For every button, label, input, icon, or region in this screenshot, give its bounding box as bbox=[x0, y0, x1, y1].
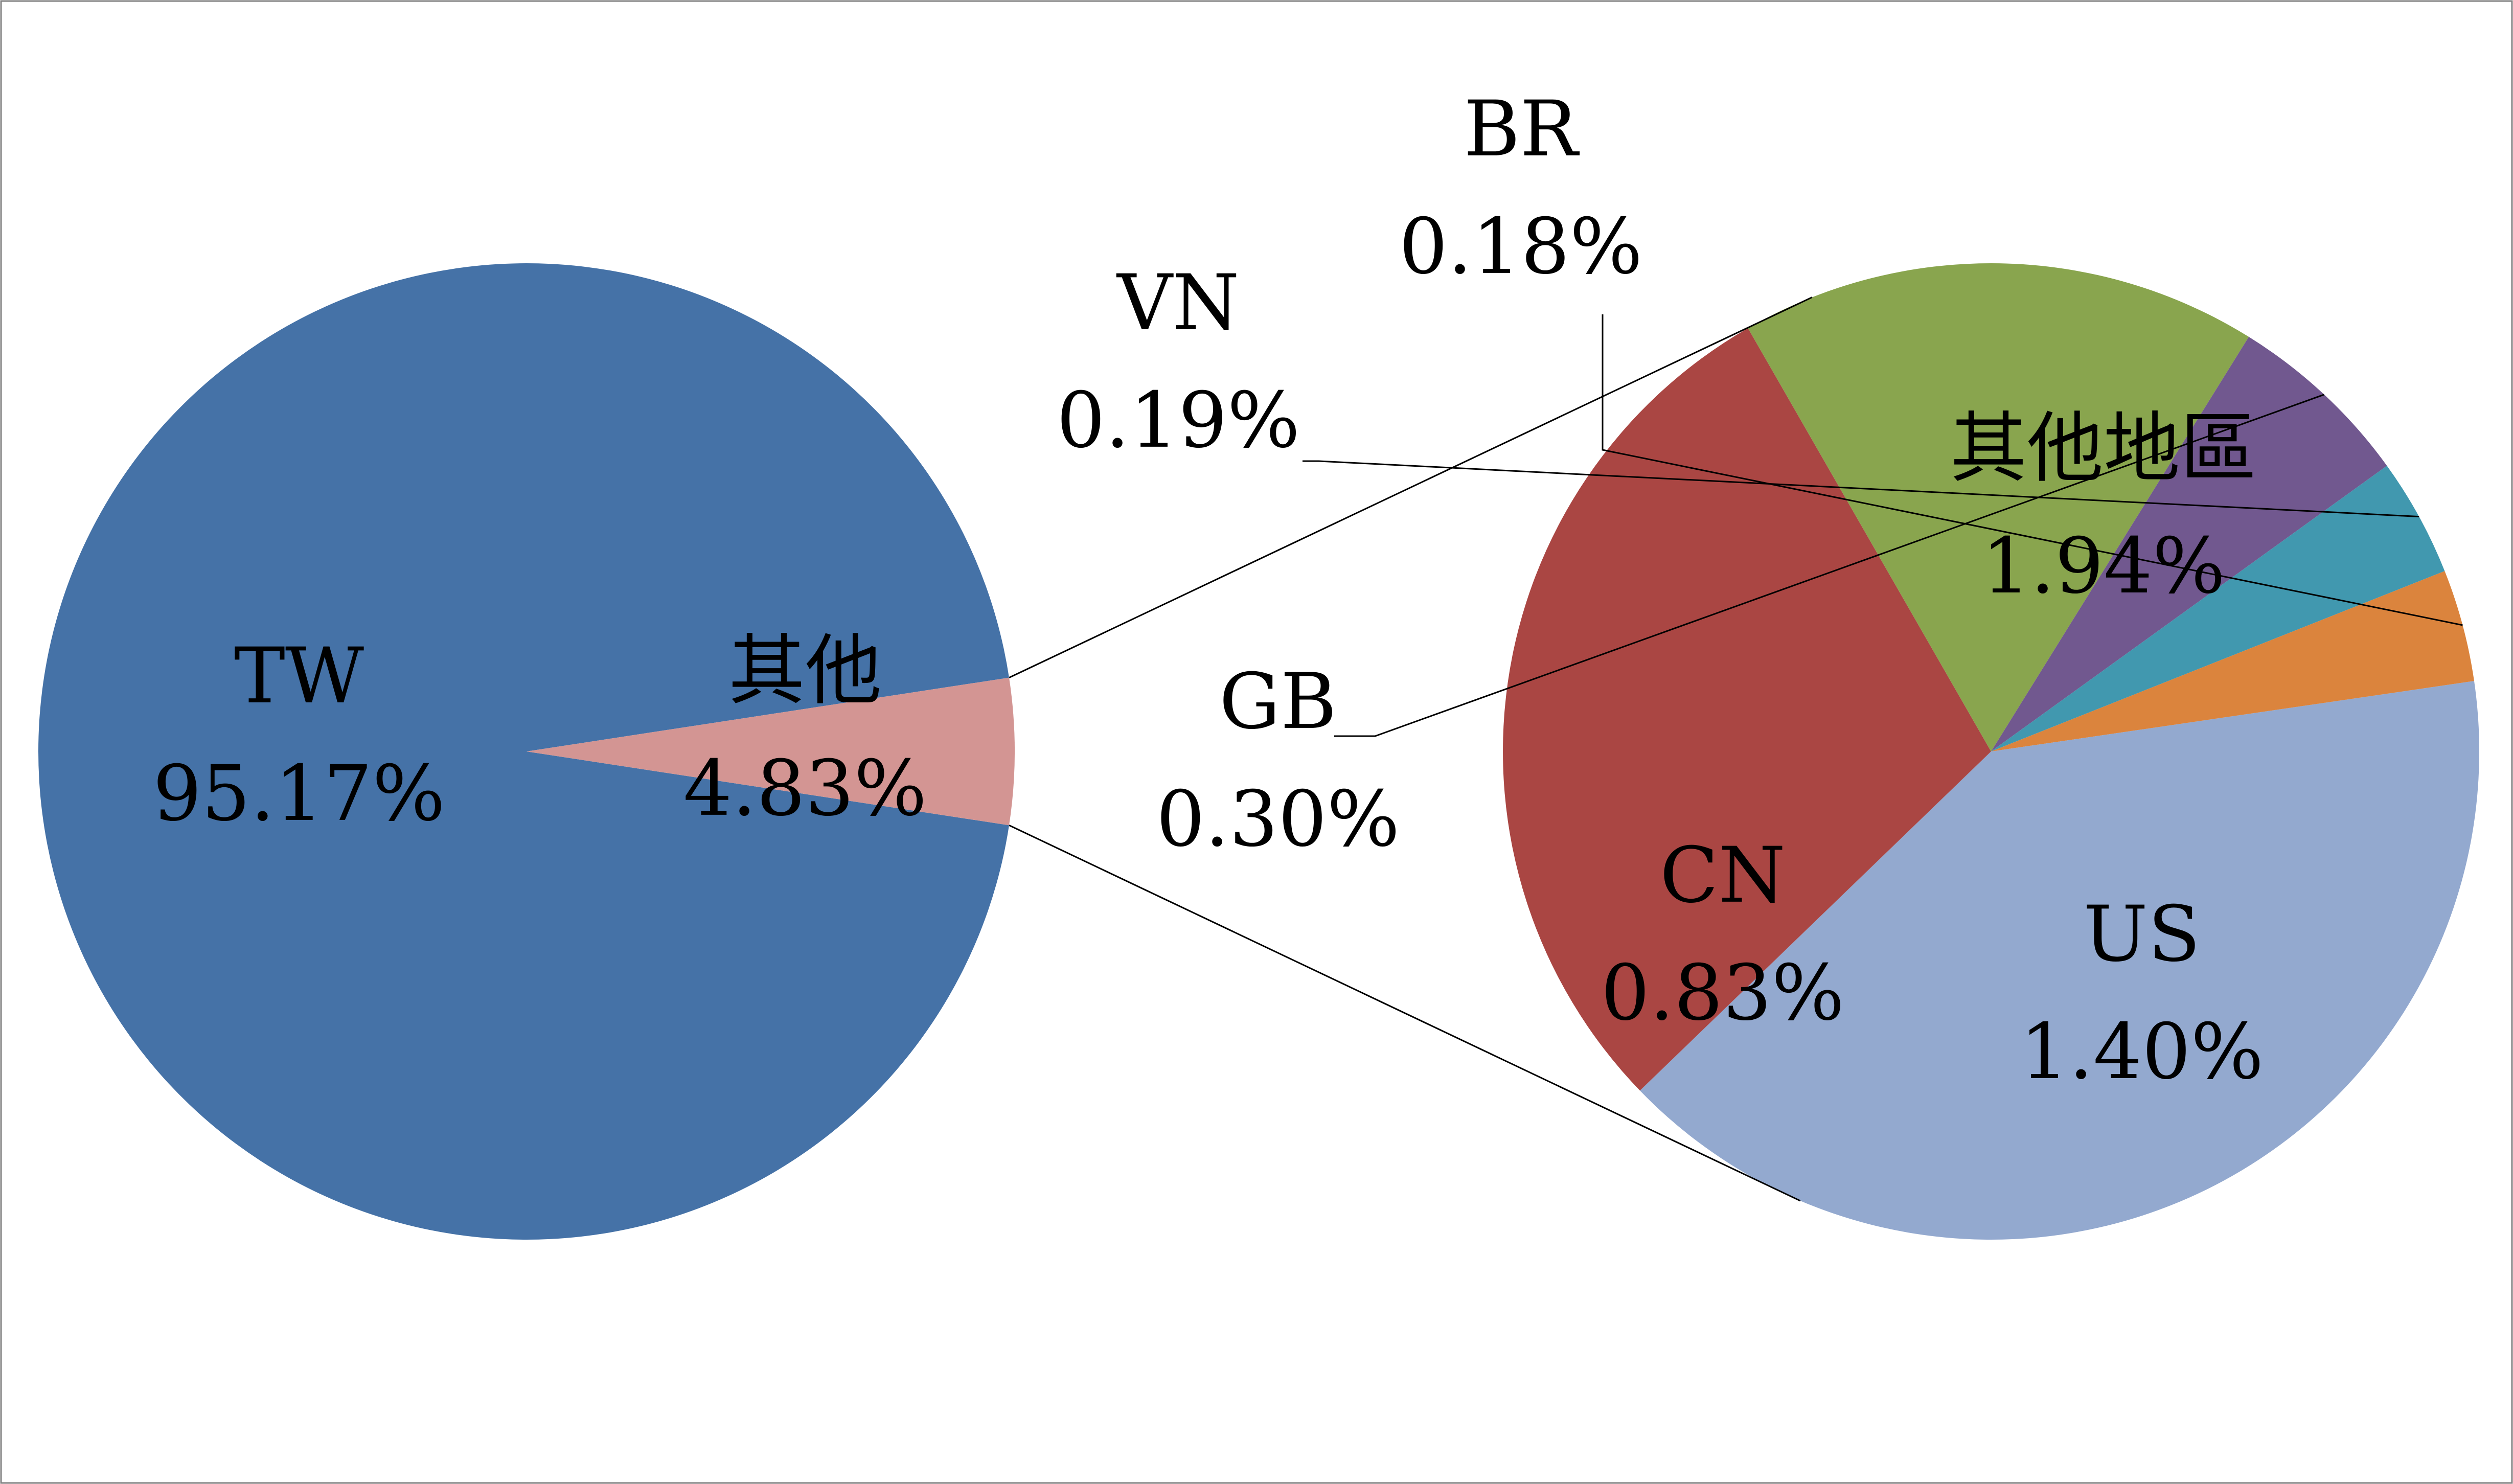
pie-slice-vn bbox=[1991, 466, 2445, 751]
leader-line-gb bbox=[1334, 394, 2325, 737]
data-label-name-vn: VN bbox=[1116, 259, 1240, 348]
pie-slice-br bbox=[1991, 571, 2474, 751]
secondary-pie bbox=[1503, 263, 2479, 1240]
data-label-value-us: 1.40% bbox=[2020, 1008, 2264, 1097]
pie-slice-other-0 bbox=[1640, 681, 2479, 1240]
pie-slice-tw bbox=[38, 263, 1010, 1240]
pie-slice-gb bbox=[1991, 336, 2387, 751]
data-label-name-gb: GB bbox=[1219, 657, 1337, 746]
pie-slice-cn bbox=[1748, 263, 2249, 751]
data-label-value-br: 0.18% bbox=[1399, 202, 1643, 291]
data-label-value-other: 4.83% bbox=[683, 744, 927, 833]
data-label-name-br: BR bbox=[1464, 85, 1580, 174]
data-labels: TW 95.17% 其他 4.83% 其他地區 1.94% US 1.40% CN 0.83% GB… bbox=[153, 85, 2264, 1097]
data-label-name-us: US bbox=[2083, 890, 2200, 979]
data-label-value-other-region: 1.94% bbox=[1982, 522, 2226, 611]
data-label-value-cn: 0.83% bbox=[1601, 949, 1845, 1038]
data-label-value-vn: 0.19% bbox=[1057, 376, 1300, 465]
pie-slice-other bbox=[527, 677, 1015, 826]
pie-slice-us bbox=[1503, 328, 1991, 1091]
label-leader-lines bbox=[1303, 314, 2463, 737]
pie-connector-lines bbox=[1009, 296, 1813, 1202]
data-label-name-other-region: 其他地區 bbox=[1950, 404, 2257, 493]
connector-line-top bbox=[1009, 296, 1813, 679]
data-label-name-tw: TW bbox=[234, 632, 364, 721]
connector-line-bottom bbox=[1009, 825, 1801, 1202]
leader-line-br bbox=[1602, 314, 2463, 626]
data-label-name-cn: CN bbox=[1660, 831, 1786, 920]
main-pie bbox=[38, 263, 1015, 1240]
data-label-value-tw: 95.17% bbox=[153, 749, 445, 838]
data-label-name-other: 其他 bbox=[728, 627, 882, 716]
leader-line-vn bbox=[1303, 460, 2419, 518]
data-label-value-gb: 0.30% bbox=[1156, 775, 1400, 864]
